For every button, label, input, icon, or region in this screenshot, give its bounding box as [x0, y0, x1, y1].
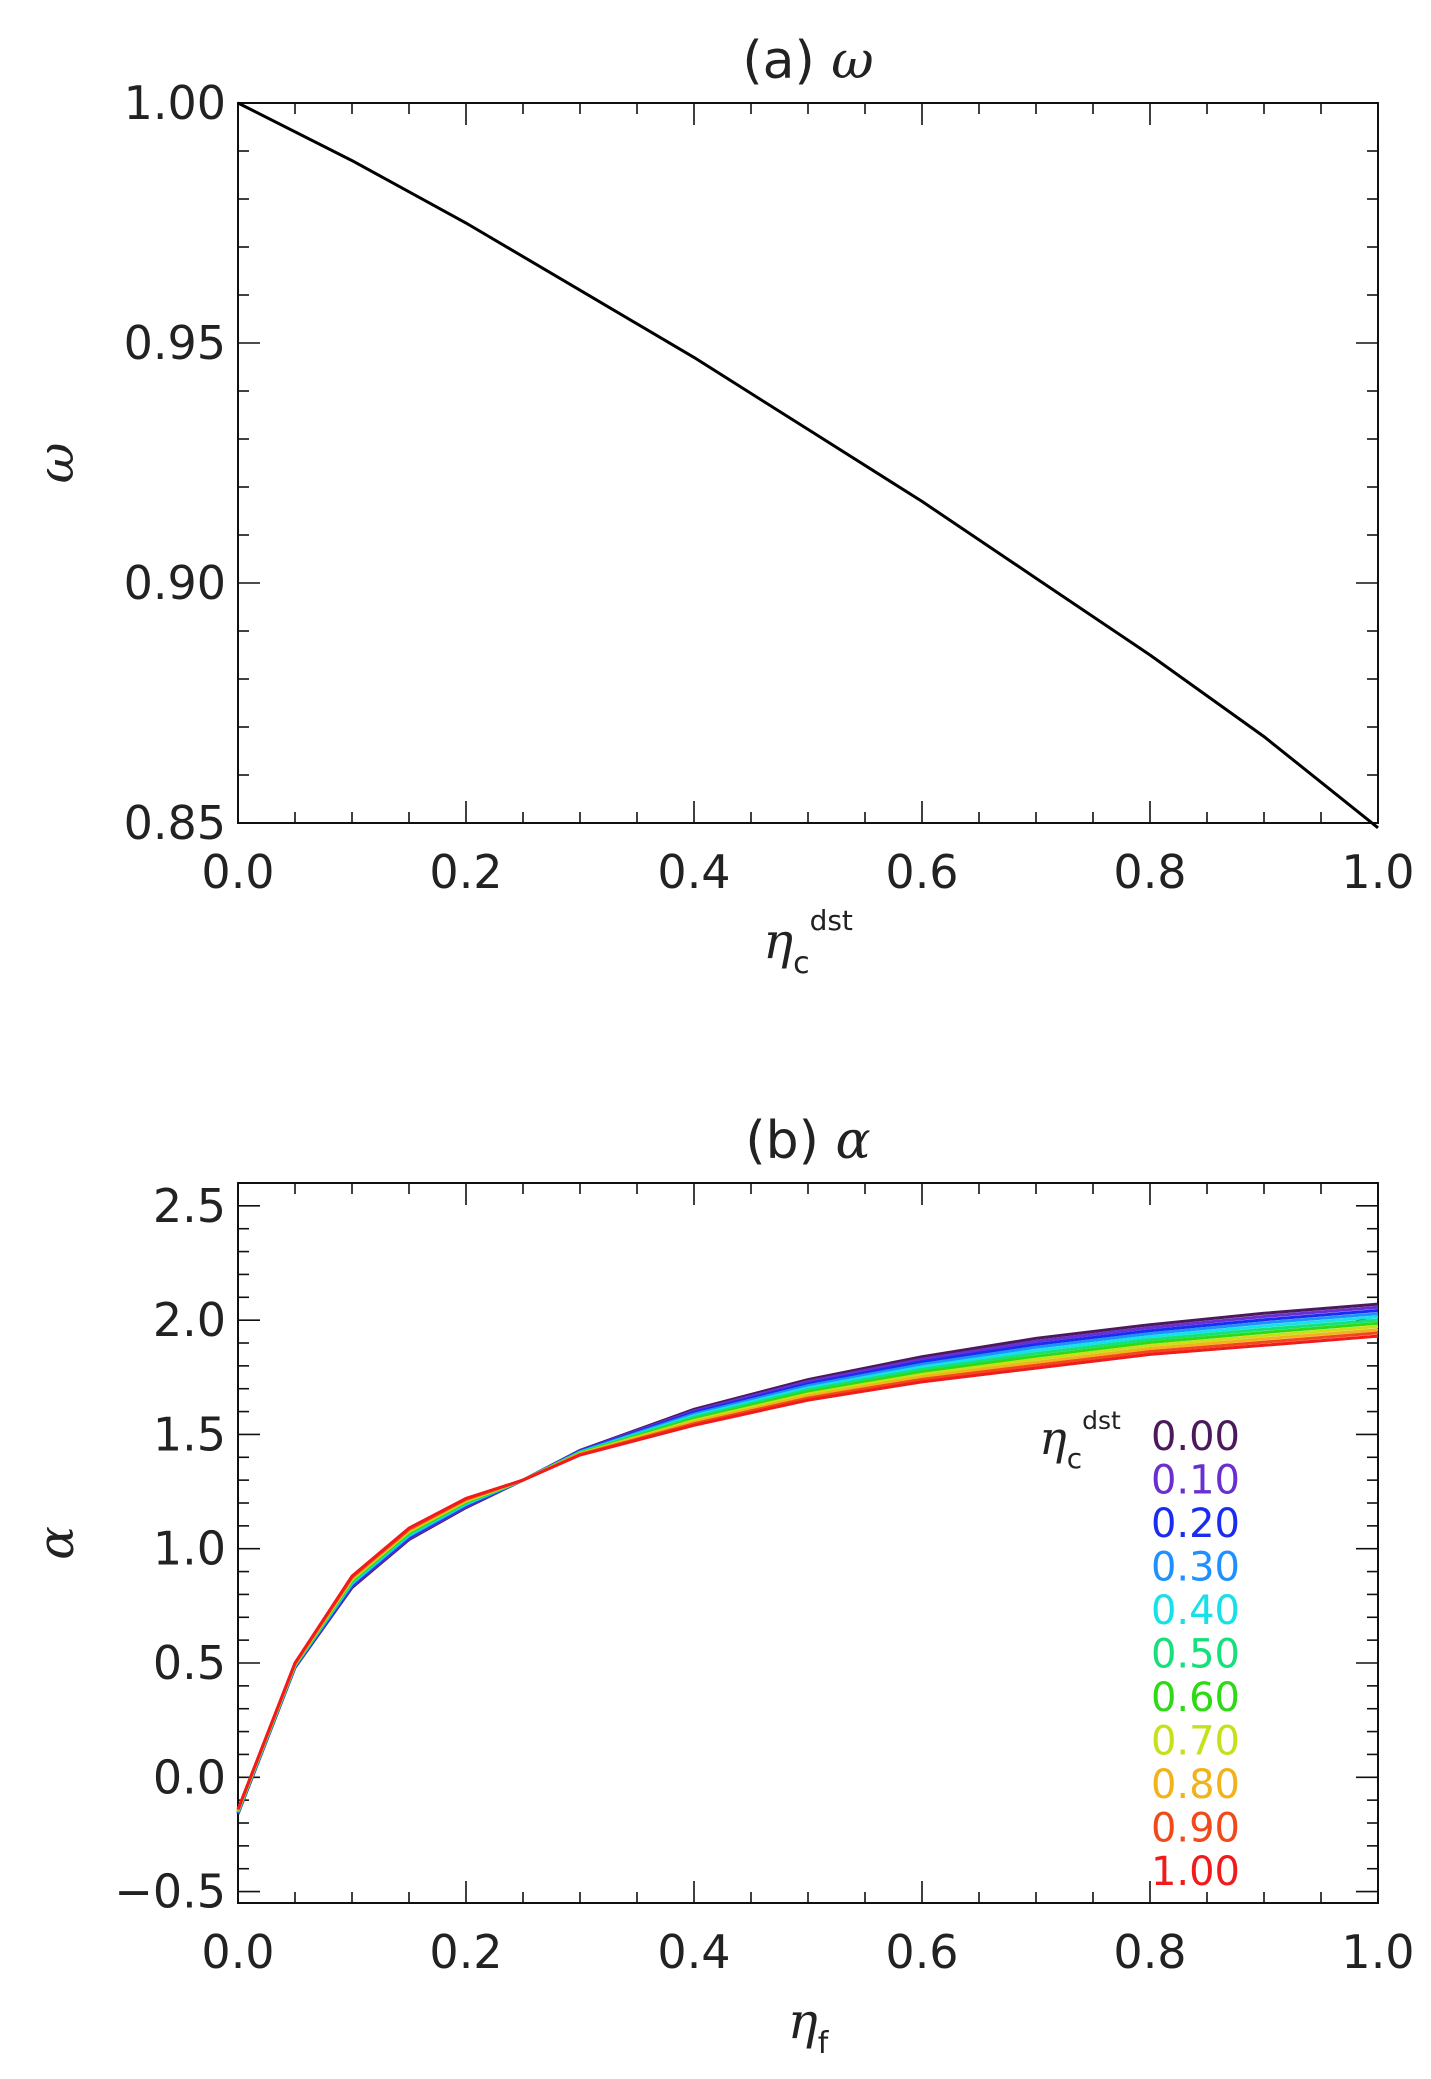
legend-header: ηcdst: [1039, 1406, 1121, 1475]
x-tick-label: 0.6: [885, 845, 958, 899]
legend-item-0.10: 0.10: [1151, 1458, 1240, 1504]
y-tick-label: 0.95: [124, 316, 226, 370]
legend-item-0.90: 0.90: [1151, 1806, 1240, 1852]
legend-item-0.20: 0.20: [1151, 1501, 1240, 1547]
panel-title: (a) ω: [742, 31, 873, 91]
x-tick-label: 0.4: [657, 845, 730, 899]
legend-item-0.60: 0.60: [1151, 1675, 1240, 1721]
x-tick-label: 1.0: [1341, 1925, 1414, 1979]
x-tick-label: 0.8: [1113, 845, 1186, 899]
y-tick-label: −0.5: [114, 1865, 226, 1919]
y-tick-label: 1.5: [153, 1407, 226, 1461]
x-tick-label: 0.0: [201, 845, 274, 899]
x-tick-label: 1.0: [1341, 845, 1414, 899]
legend-item-0.80: 0.80: [1151, 1762, 1240, 1808]
y-tick-label: 0.90: [124, 556, 226, 610]
x-tick-label: 0.6: [885, 1925, 958, 1979]
y-tick-label: 2.0: [153, 1293, 226, 1347]
y-axis-title: ω: [27, 443, 85, 484]
legend-item-0.40: 0.40: [1151, 1588, 1240, 1634]
y-tick-label: 1.0: [153, 1522, 226, 1576]
panel-title: (b) α: [745, 1111, 870, 1171]
y-axis-title: α: [27, 1526, 85, 1560]
legend-item-0.70: 0.70: [1151, 1719, 1240, 1765]
x-tick-label: 0.2: [429, 1925, 502, 1979]
panel-a-omega: (a) ω 0.0 0.2 0.4 0.6 0.8 1.0 0.85 0.90 0.95 1.00 ω…: [27, 31, 1415, 981]
y-tick-label: 1.00: [124, 76, 226, 130]
y-tick-label: 0.85: [124, 796, 226, 850]
x-tick-label: 0.4: [657, 1925, 730, 1979]
y-tick-label: 0.5: [153, 1636, 226, 1690]
x-tick-label: 0.2: [429, 845, 502, 899]
alpha-series-line-1.00: [236, 1334, 1379, 1810]
x-tick-label: 0.8: [1113, 1925, 1186, 1979]
legend-item-0.50: 0.50: [1151, 1632, 1240, 1678]
x-axis-title: ηf: [788, 1992, 830, 2061]
legend-item-1.00: 1.00: [1151, 1849, 1240, 1895]
omega-line: [237, 101, 1379, 829]
legend-item-0.30: 0.30: [1151, 1545, 1240, 1591]
x-axis-title: ηcdst: [763, 904, 853, 981]
plot-frame: [237, 102, 1379, 824]
y-tick-label: 2.5: [153, 1179, 226, 1233]
legend-item-0.00: 0.00: [1151, 1414, 1240, 1460]
y-tick-label: 0.0: [153, 1750, 226, 1804]
panel-b-alpha: (b) α 0.0 0.2 0.4 0.6 0.8 1.0 −0.5 0.0 0.5 1.0 1.5 2…: [27, 1111, 1415, 2061]
x-tick-label: 0.0: [201, 1925, 274, 1979]
